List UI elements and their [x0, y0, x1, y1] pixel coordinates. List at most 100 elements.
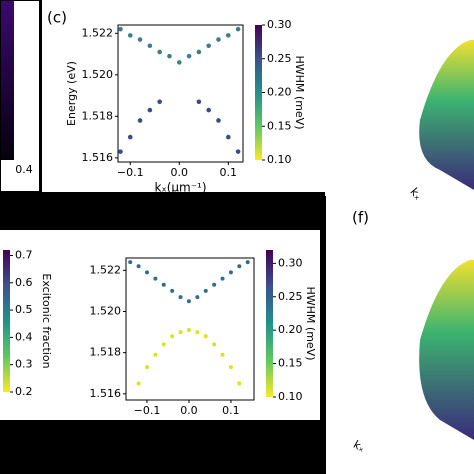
colorbar-tick-label: 0.25: [267, 52, 292, 65]
y-tick-label: 1.518: [90, 346, 122, 359]
data-point: [196, 99, 202, 105]
data-point: [237, 381, 242, 386]
data-point: [153, 276, 158, 281]
colorbar-label: HWHM (meV): [304, 287, 317, 361]
colorbar-tick-label: 0.2: [15, 385, 33, 398]
data-point: [128, 260, 133, 265]
colorbar-tick-label: 0.15: [278, 357, 303, 370]
data-point: [136, 264, 141, 269]
panel-label: (c): [47, 9, 67, 27]
data-point: [144, 270, 149, 275]
data-point: [147, 107, 153, 113]
data-point: [225, 33, 231, 38]
y-tick-label: 1.520: [90, 305, 122, 318]
data-point: [178, 295, 183, 300]
x-tick-label: 0.1: [220, 166, 238, 179]
data-point: [235, 26, 241, 32]
y-tick-label: 1.516: [82, 151, 114, 164]
data-point: [118, 26, 123, 32]
x-axis-label: kₓ(μm⁻¹): [164, 419, 216, 433]
data-point: [118, 149, 123, 154]
plot-frame: [125, 257, 255, 401]
colorbar: [3, 250, 10, 392]
data-point: [157, 99, 162, 105]
x-tick-label: −0.1: [117, 166, 144, 179]
colorbar-tick-label: 0.20: [278, 323, 303, 336]
data-point: [153, 352, 158, 357]
colorbar-label: Excitonic fraction: [40, 273, 53, 368]
x-axis-label: kₓ(μm⁻¹): [154, 181, 206, 195]
plot-frame: [117, 24, 244, 163]
colorbar-label: HWHM (meV): [293, 56, 306, 130]
black-band: [320, 196, 326, 474]
colorbar-tick-label: 0.20: [267, 86, 292, 99]
data-point: [186, 53, 192, 59]
x-tick-label: −0.1: [134, 404, 161, 417]
data-point: [196, 49, 202, 55]
data-point: [216, 37, 221, 42]
data-point: [206, 107, 211, 113]
colorbar-tick-label: 0.6: [15, 276, 33, 289]
data-point: [212, 282, 217, 287]
y-tick-label: 1.522: [82, 26, 114, 39]
colorbar: [266, 250, 273, 397]
panel-label: (f): [352, 209, 369, 227]
tick-label: 0.4: [15, 163, 33, 176]
colorbar-tick-label: 0.4: [15, 330, 33, 343]
data-point: [127, 33, 133, 38]
data-point: [206, 43, 211, 49]
data-point: [127, 134, 133, 140]
data-point: [220, 276, 225, 281]
black-band: [0, 420, 325, 474]
data-point: [144, 365, 149, 370]
axis-label: kₓ: [351, 438, 367, 455]
colorbar-tick-label: 0.10: [267, 153, 292, 166]
data-point: [235, 149, 241, 154]
y-tick-label: 1.522: [90, 263, 122, 276]
colorbar-tick-label: 0.7: [15, 248, 33, 261]
data-point: [220, 352, 225, 357]
y-tick-label: 1.520: [82, 68, 114, 81]
data-point: [228, 270, 233, 275]
data-point: [147, 43, 153, 49]
colorbar: [255, 25, 262, 160]
data-point: [186, 299, 191, 304]
data-point: [225, 134, 231, 140]
colorbar-tick-label: 0.5: [15, 303, 33, 316]
colorbar-tick-label: 0.10: [278, 390, 303, 403]
axis-label: kₓ: [407, 186, 424, 203]
data-point: [237, 264, 242, 269]
colorbar-tick-label: 0.3: [15, 358, 33, 371]
x-tick-label: 0.0: [171, 166, 189, 179]
y-tick-label: 1.518: [82, 109, 114, 122]
data-point: [161, 342, 166, 347]
data-point: [228, 365, 233, 370]
data-point: [170, 288, 175, 293]
data-point: [167, 53, 172, 59]
data-point: [245, 260, 250, 265]
colorbar-tick-label: 0.30: [267, 18, 292, 31]
black-band: [0, 192, 325, 230]
data-point: [216, 118, 221, 123]
data-point: [186, 328, 191, 333]
y-tick-label: 1.516: [90, 387, 122, 400]
data-point: [170, 334, 175, 339]
colorbar-tick-label: 0.25: [278, 290, 303, 303]
data-point: [137, 118, 143, 123]
data-point: [212, 342, 217, 347]
x-tick-label: 0.0: [180, 404, 198, 417]
x-tick-label: 0.1: [222, 404, 240, 417]
data-point: [195, 295, 200, 300]
image-panel: [0, 0, 14, 160]
surface-plot: [419, 260, 474, 440]
data-point: [157, 49, 162, 55]
data-point: [176, 60, 182, 65]
data-point: [137, 37, 143, 42]
data-point: [178, 330, 183, 335]
surface-plot: [419, 40, 474, 190]
colorbar-tick-label: 0.30: [278, 256, 303, 269]
data-point: [203, 334, 208, 339]
colorbar-tick-label: 0.15: [267, 119, 292, 132]
data-point: [203, 288, 208, 293]
